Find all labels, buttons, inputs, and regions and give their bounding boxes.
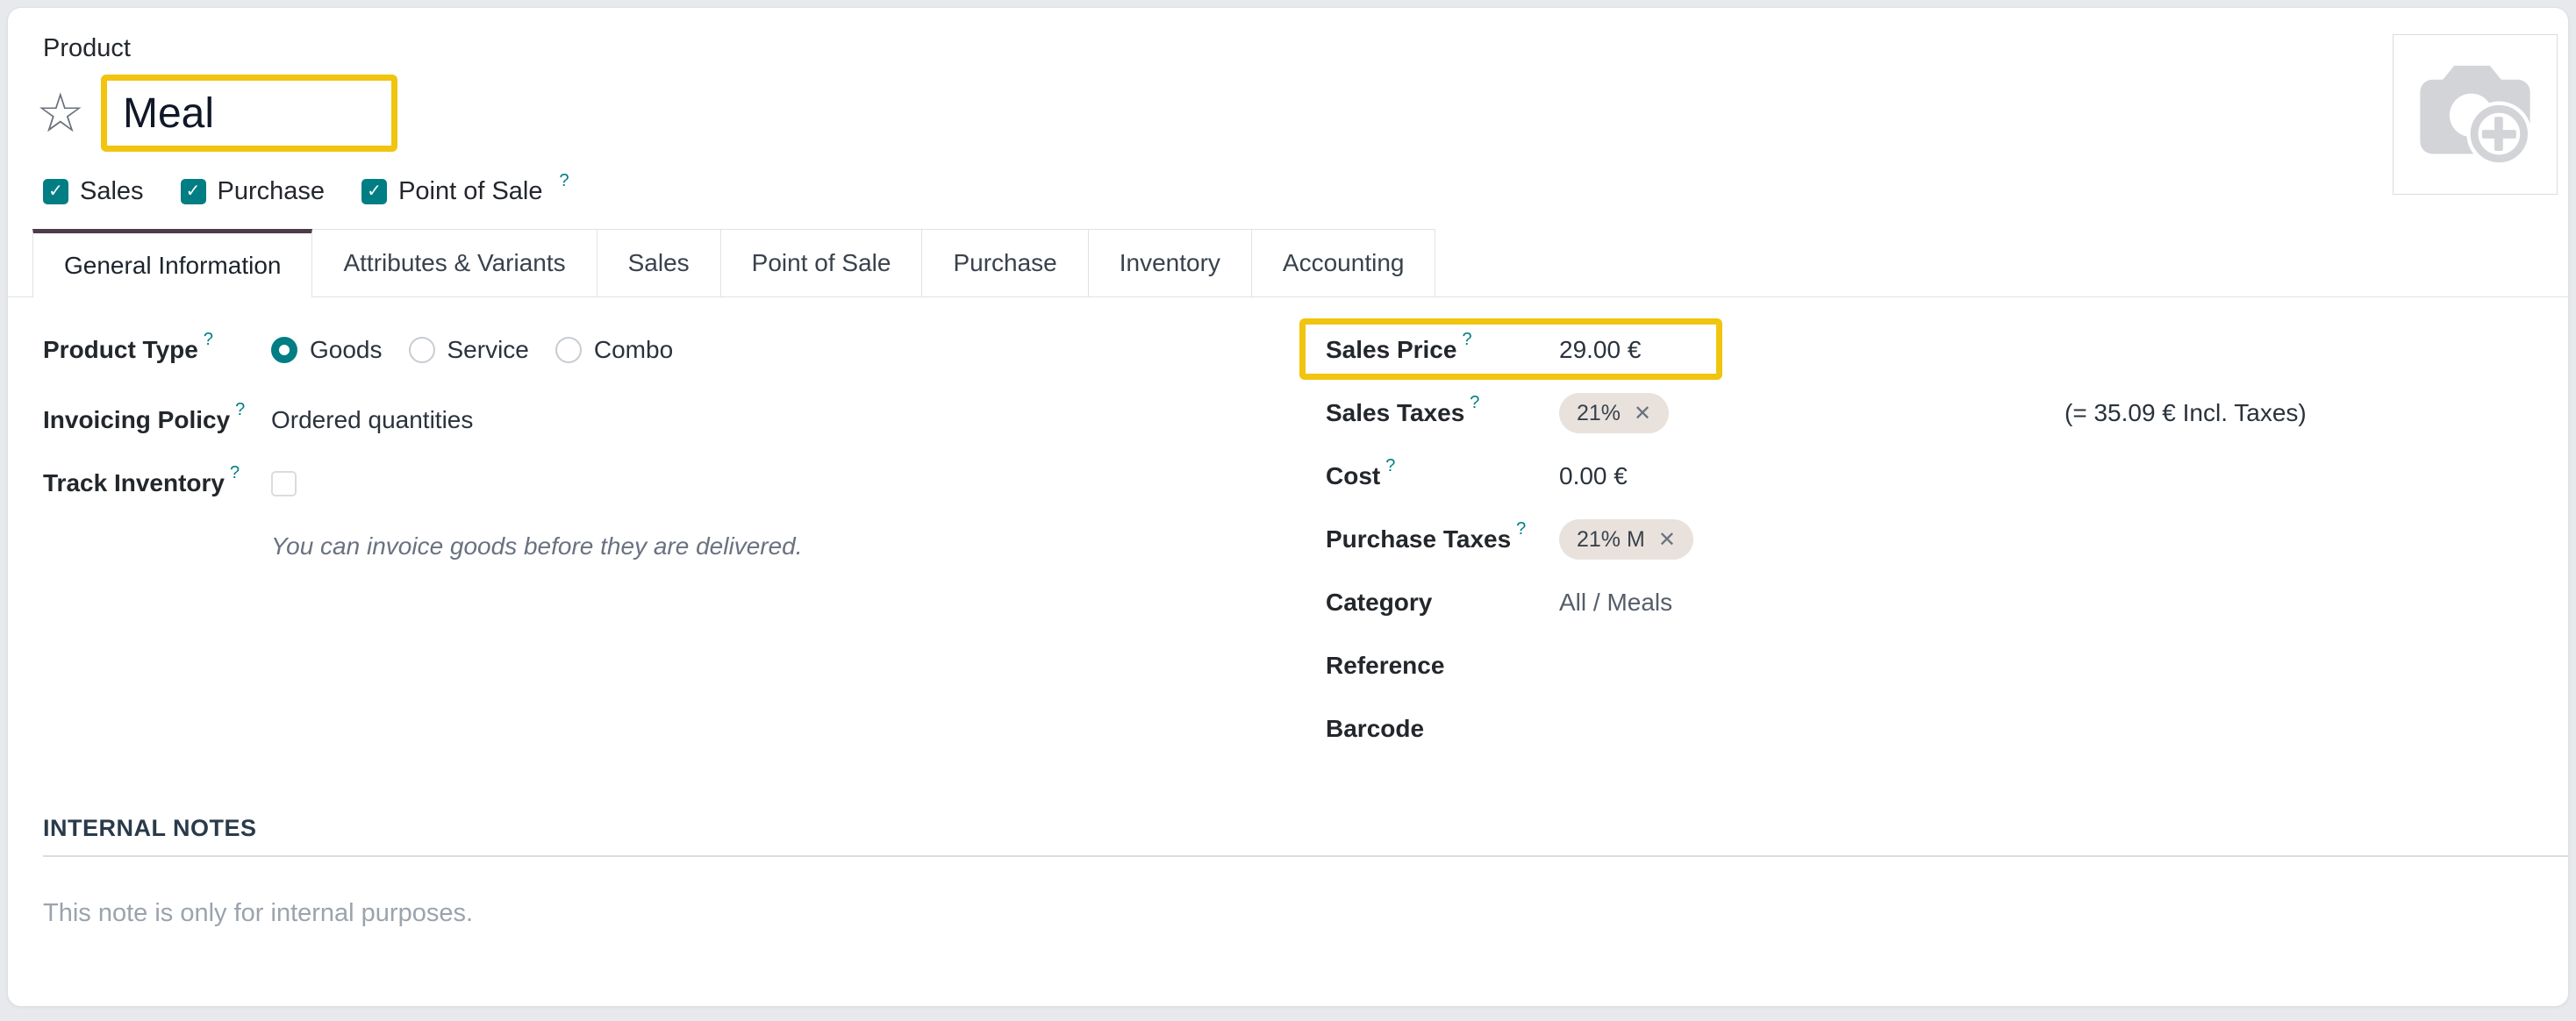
checkmark-icon: ✓: [367, 182, 382, 201]
point-of-sale-toggle-label: Point of Sale: [398, 176, 543, 205]
reference-label: Reference: [1326, 652, 1445, 679]
purchase-toggle-label: Purchase: [217, 176, 326, 205]
invoicing-policy-value[interactable]: Ordered quantities: [271, 406, 474, 433]
radio-unselected-icon[interactable]: [408, 337, 435, 363]
tab-accounting[interactable]: Accounting: [1251, 229, 1436, 296]
sales-tax-tag-label: 21%: [1577, 400, 1621, 425]
tab-general-information[interactable]: General Information: [32, 229, 313, 297]
help-icon[interactable]: ?: [235, 399, 246, 419]
checkmark-icon: ✓: [185, 182, 201, 201]
favorite-star-icon[interactable]: ☆: [36, 81, 85, 145]
sales-price-value-row: 29.00 €: [1559, 329, 1641, 371]
camera-plus-icon: [2420, 65, 2532, 167]
help-icon[interactable]: ?: [1462, 329, 1472, 349]
tab-sales[interactable]: Sales: [597, 229, 721, 296]
radio-goods[interactable]: Goods: [271, 336, 383, 364]
sales-taxes-value-row: 21% ✕: [1559, 392, 1670, 434]
purchase-tax-tag[interactable]: 21% M ✕: [1559, 519, 1693, 560]
purchase-taxes-value-row: 21% M ✕: [1559, 518, 1693, 560]
checkmark-icon: ✓: [48, 182, 63, 201]
help-icon[interactable]: ?: [1516, 518, 1527, 539]
help-icon[interactable]: ?: [1385, 455, 1396, 475]
purchase-taxes-label: Purchase Taxes: [1326, 525, 1512, 553]
product-image-uploader[interactable]: [2393, 34, 2558, 195]
track-inventory-label: Track Inventory: [43, 469, 225, 496]
sales-price-row: Sales Price ?: [1326, 329, 1472, 371]
invoicing-policy-label: Invoicing Policy: [43, 406, 231, 433]
sales-price-label: Sales Price: [1326, 336, 1457, 363]
category-label: Category: [1326, 589, 1433, 616]
reference-row: Reference: [1326, 645, 1444, 687]
internal-notes-editor[interactable]: This note is only for internal purposes.: [43, 899, 474, 927]
cost-value[interactable]: 0.00 €: [1559, 462, 1628, 489]
category-value[interactable]: All / Meals: [1559, 589, 1673, 616]
product-type-radios: Goods Service Combo: [271, 329, 673, 371]
invoicing-policy-row: Invoicing Policy ?: [43, 399, 245, 441]
help-icon[interactable]: ?: [559, 170, 569, 190]
radio-unselected-icon[interactable]: [555, 337, 582, 363]
product-form-card: Product ☆ ✓ Sales ✓ Purchase ✓ Point of …: [7, 7, 2569, 1007]
radio-service[interactable]: Service: [408, 336, 529, 364]
sales-toggle-label: Sales: [80, 176, 144, 205]
product-type-label: Product Type: [43, 336, 198, 363]
reference-value-row: [1559, 645, 1998, 687]
sales-taxes-label: Sales Taxes: [1326, 399, 1465, 426]
cost-value-row: 0.00 €: [1559, 455, 1628, 497]
point-of-sale-toggle[interactable]: ✓ Point of Sale ?: [361, 171, 569, 206]
track-inventory-checkbox[interactable]: [271, 470, 297, 496]
help-icon[interactable]: ?: [229, 462, 240, 482]
tutorial-highlight-product-name: [101, 75, 397, 152]
tag-close-icon[interactable]: ✕: [1634, 401, 1652, 425]
track-inventory-row: Track Inventory ?: [43, 462, 240, 504]
tag-close-icon[interactable]: ✕: [1657, 527, 1676, 552]
cost-label: Cost: [1326, 462, 1381, 489]
product-name-input[interactable]: [107, 89, 391, 138]
purchase-taxes-row: Purchase Taxes ?: [1326, 518, 1526, 560]
sales-toggle[interactable]: ✓ Sales: [43, 177, 144, 206]
sales-checkbox[interactable]: ✓: [43, 178, 68, 204]
radio-combo[interactable]: Combo: [555, 336, 673, 364]
notebook-tabs: General Information Attributes & Variant…: [8, 229, 2568, 297]
radio-selected-icon[interactable]: [271, 337, 297, 363]
cost-row: Cost ?: [1326, 455, 1395, 497]
incl-taxes-note: (= 35.09 € Incl. Taxes): [2064, 399, 2307, 426]
incl-taxes-note-row: (= 35.09 € Incl. Taxes): [2064, 392, 2307, 434]
barcode-value-row: [1559, 708, 1998, 750]
tab-attributes-variants[interactable]: Attributes & Variants: [312, 229, 597, 296]
barcode-label: Barcode: [1326, 715, 1425, 742]
tab-inventory[interactable]: Inventory: [1088, 229, 1252, 296]
radio-goods-label: Goods: [310, 336, 383, 363]
category-value-row: All / Meals: [1559, 582, 1672, 624]
invoicing-hint-text: You can invoice goods before they are de…: [271, 532, 803, 560]
sales-price-value[interactable]: 29.00 €: [1559, 336, 1642, 363]
purchase-checkbox[interactable]: ✓: [180, 178, 206, 204]
barcode-row: Barcode: [1326, 708, 1424, 750]
category-row: Category: [1326, 582, 1432, 624]
availability-toggles: ✓ Sales ✓ Purchase ✓ Point of Sale ?: [43, 171, 569, 206]
help-icon[interactable]: ?: [203, 329, 213, 349]
point-of-sale-checkbox[interactable]: ✓: [361, 178, 388, 204]
tab-purchase[interactable]: Purchase: [922, 229, 1089, 296]
invoicing-policy-value-row: Ordered quantities: [271, 399, 473, 441]
track-inventory-value-row: [271, 462, 297, 504]
internal-notes-divider: [43, 855, 2568, 857]
purchase-tax-tag-label: 21% M: [1577, 526, 1645, 552]
internal-notes-heading: INTERNAL NOTES: [43, 815, 257, 841]
product-type-row: Product Type ?: [43, 329, 213, 371]
sales-taxes-row: Sales Taxes ?: [1326, 392, 1479, 434]
help-icon[interactable]: ?: [1470, 392, 1480, 412]
sales-tax-tag[interactable]: 21% ✕: [1559, 393, 1670, 433]
radio-service-label: Service: [447, 336, 529, 363]
radio-combo-label: Combo: [593, 336, 674, 363]
product-field-label: Product: [43, 34, 131, 62]
purchase-toggle[interactable]: ✓ Purchase: [180, 176, 326, 206]
tab-point-of-sale[interactable]: Point of Sale: [720, 229, 923, 296]
